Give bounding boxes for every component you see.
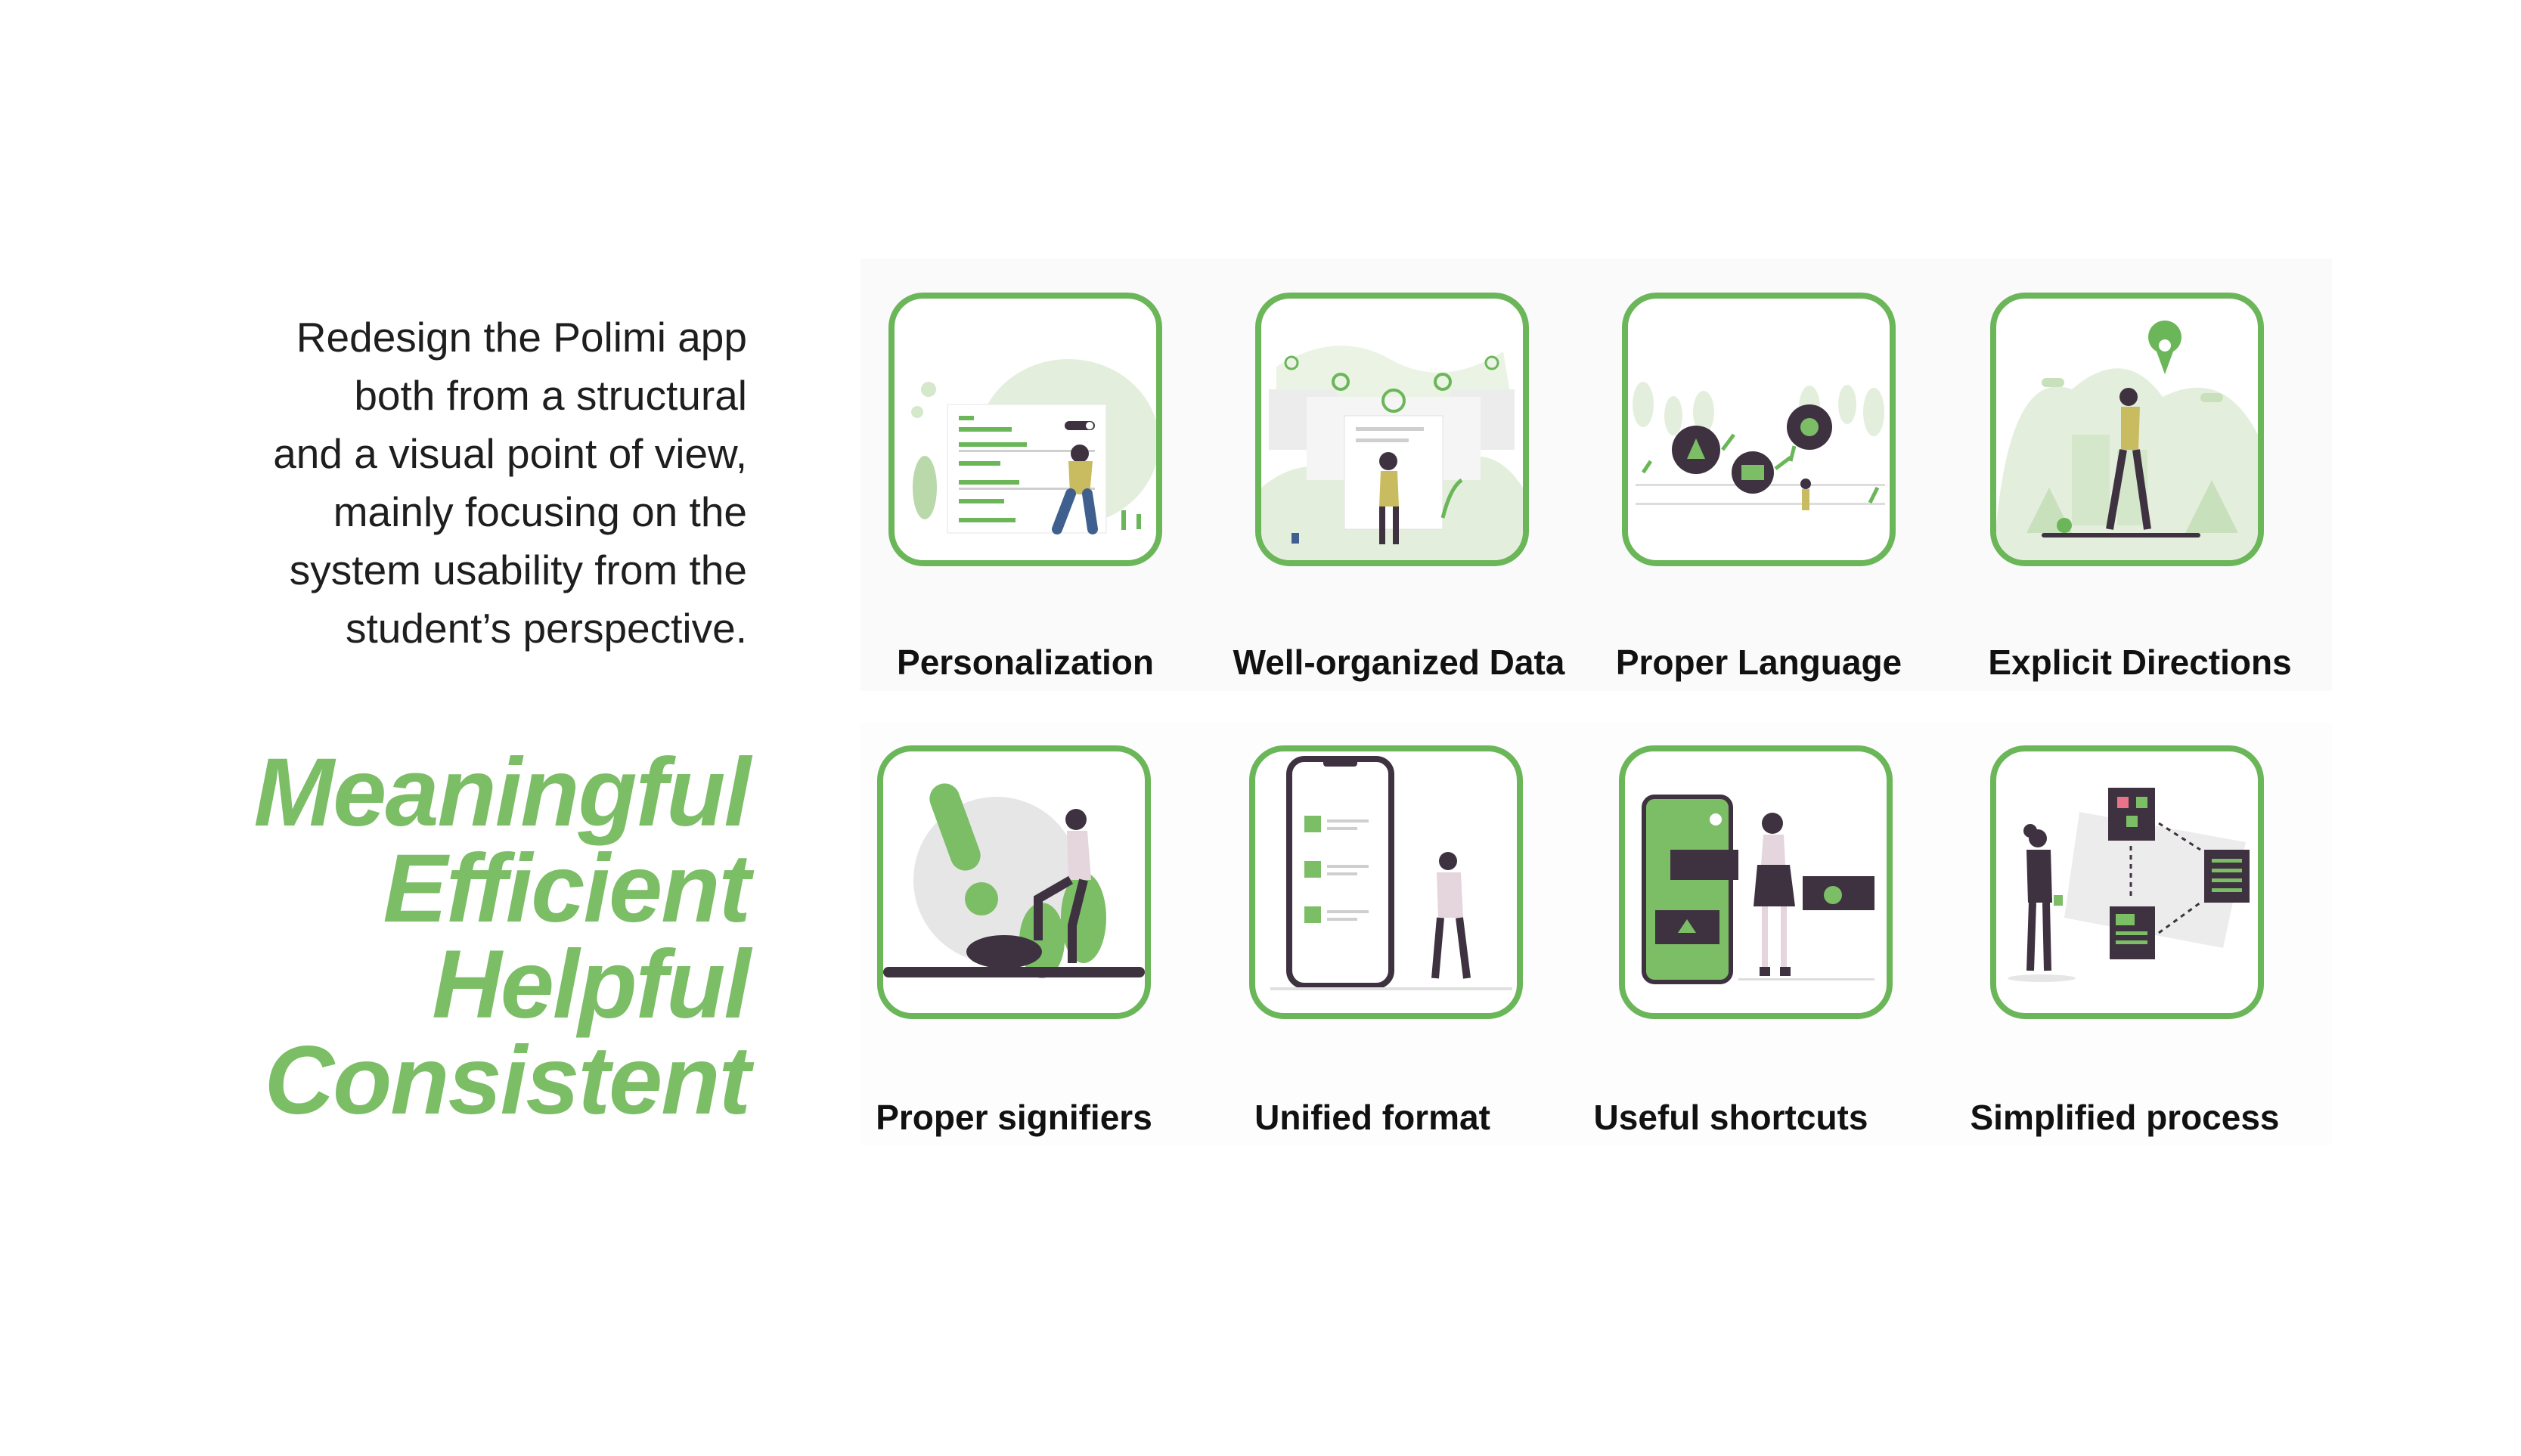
intro-line: and a visual point of view,	[273, 430, 747, 477]
format-illustration	[1270, 756, 1512, 990]
card-label: Explicit Directions	[1988, 643, 2292, 682]
intro-line: student’s perspective.	[346, 605, 747, 652]
proper-signifiers-card	[877, 745, 1151, 1019]
proper-language-card	[1622, 293, 1896, 566]
personalization-card	[888, 293, 1162, 566]
card-label: Simplified process	[1970, 1098, 2280, 1137]
useful-shortcuts-card	[1619, 745, 1893, 1019]
keyword: Helpful	[432, 931, 751, 1039]
signifiers-illustration	[883, 783, 1145, 978]
card-label: Unified format	[1254, 1098, 1490, 1137]
data-illustration	[1261, 345, 1523, 560]
card-label: Useful shortcuts	[1593, 1098, 1868, 1137]
intro-line: mainly focusing on the	[333, 488, 747, 535]
card-label: Proper Language	[1615, 643, 1902, 682]
keyword-list: Meaningful Efficient Helpful Consistent	[69, 739, 752, 1135]
intro-line: both from a structural	[354, 372, 747, 419]
simplified-process-card	[1990, 745, 2264, 1019]
intro-line: system usability from the	[289, 547, 747, 593]
keyword: Efficient	[383, 835, 751, 943]
shortcuts-illustration	[1642, 795, 1874, 984]
keyword: Consistent	[264, 1027, 751, 1135]
intro-line: Redesign the Polimi app	[296, 314, 747, 361]
unified-format-card	[1249, 745, 1523, 1019]
language-illustration	[1633, 382, 1885, 510]
card-label: Personalization	[897, 643, 1154, 682]
card-label: Proper signifiers	[876, 1098, 1152, 1137]
intro-text: Redesign the Polimi app both from a stru…	[188, 308, 747, 658]
explicit-directions-card	[1990, 293, 2264, 566]
personalization-illustration	[911, 359, 1156, 534]
well-organized-data-card	[1255, 293, 1529, 566]
directions-illustration	[1996, 320, 2258, 560]
keyword: Meaningful	[253, 739, 752, 847]
card-label: Well-organized Data	[1233, 643, 1565, 682]
process-illustration	[2008, 788, 2250, 982]
